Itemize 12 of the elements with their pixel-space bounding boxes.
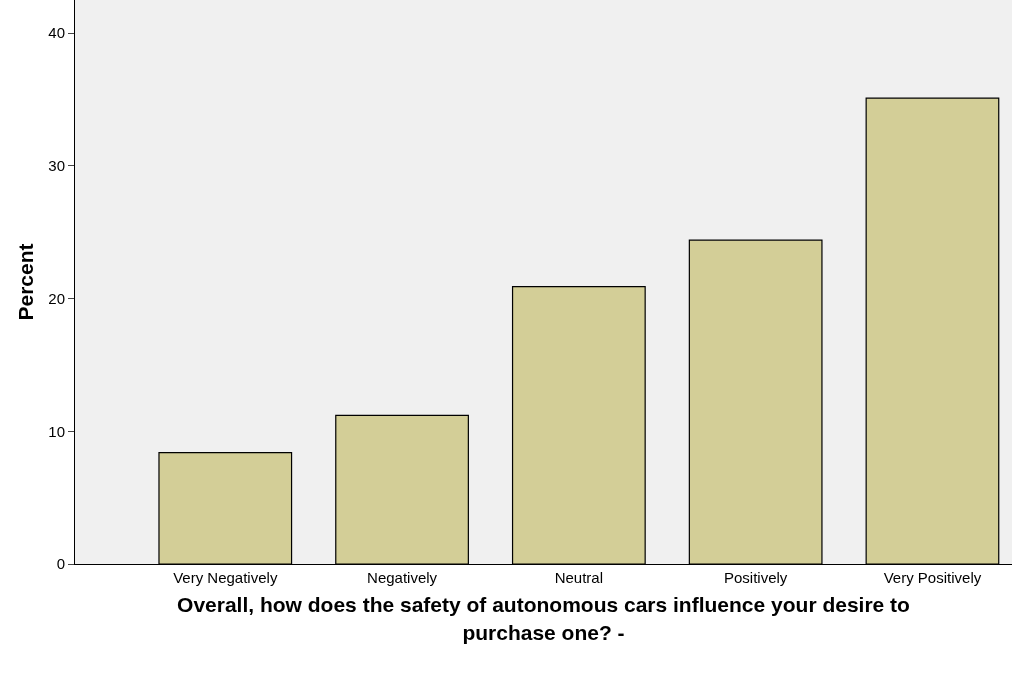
x-tick-label: Very Positively (883, 569, 982, 586)
y-tick-label: 20 (48, 289, 65, 307)
y-tick-label: 10 (48, 422, 65, 440)
x-tick-label: Negatively (367, 569, 438, 586)
y-tick-label: 40 (48, 24, 65, 42)
x-tick-label: Very Negatively (173, 569, 278, 586)
y-axis-title: Percent (14, 243, 38, 321)
y-tick-label: 30 (48, 157, 65, 175)
x-axis-title: Overall, how does the safety of autonomous cars influence your desire to purchase one? - (177, 593, 910, 644)
x-tick-label: Positively (723, 569, 788, 586)
x-tick-label: Neutral (554, 569, 604, 586)
y-tick-label: 0 (56, 555, 65, 573)
